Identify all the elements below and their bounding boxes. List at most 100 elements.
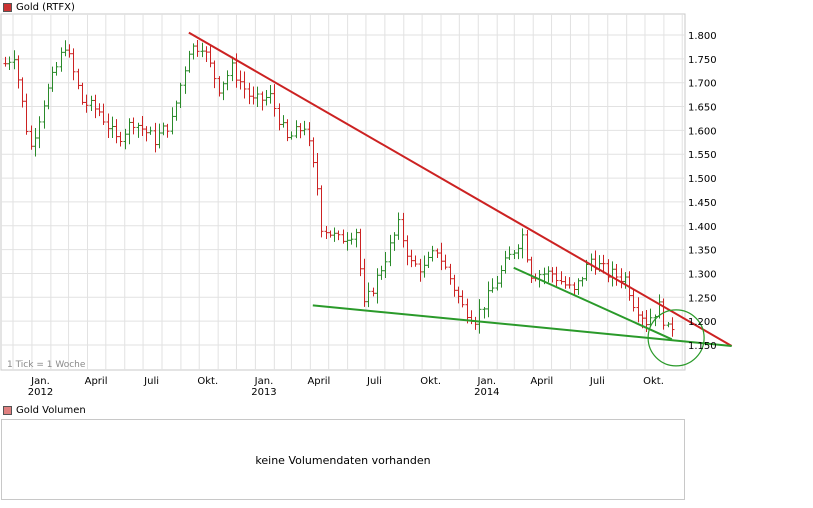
y-tick-label: 1.350: [688, 246, 717, 257]
price-bar: [315, 152, 320, 196]
price-bar: [490, 278, 495, 293]
price-bar: [208, 44, 213, 68]
price-bar: [366, 282, 371, 308]
trendline: [312, 304, 732, 347]
price-bar: [495, 275, 500, 291]
price-bar: [183, 66, 188, 94]
price-bar: [307, 122, 312, 147]
price-bar: [187, 50, 192, 73]
price-bar: [448, 263, 453, 285]
price-bar: [225, 70, 230, 91]
price-bar: [7, 56, 12, 70]
price-bar: [157, 123, 162, 149]
price-legend-label: Gold (RTFX): [16, 1, 75, 13]
price-bar: [418, 258, 423, 282]
price-bar: [512, 250, 517, 260]
x-year-label: 2013: [251, 387, 276, 398]
price-bar: [212, 60, 217, 89]
x-tick-label: Okt.: [643, 376, 664, 387]
price-bar: [12, 50, 17, 70]
price-bar: [336, 230, 341, 241]
price-bar: [123, 128, 128, 150]
grid-lines: [1, 14, 685, 370]
price-bar: [136, 122, 141, 138]
x-tick-label: April: [307, 376, 330, 387]
price-bar: [520, 228, 525, 259]
price-bar: [529, 256, 534, 283]
price-bar: [200, 42, 205, 58]
x-year-label: 2014: [474, 387, 499, 398]
price-bar: [631, 289, 636, 312]
price-bar: [153, 122, 158, 153]
price-bar: [550, 267, 555, 283]
price-bar: [174, 100, 179, 121]
y-tick-label: 1.600: [688, 126, 717, 137]
trendline: [188, 31, 733, 347]
y-tick-label: 1.450: [688, 198, 717, 209]
price-bar: [97, 103, 102, 117]
price-bar: [516, 244, 521, 260]
price-legend: Gold (RTFX): [3, 0, 75, 14]
price-bar: [114, 119, 119, 144]
price-bar: [76, 68, 81, 90]
price-bar: [584, 259, 589, 281]
price-bar: [358, 228, 363, 277]
price-bar: [118, 131, 123, 147]
price-bar: [465, 298, 470, 324]
price-bar: [362, 258, 367, 307]
price-bar: [63, 40, 68, 57]
price-bar: [499, 265, 504, 288]
price-bar: [486, 281, 491, 318]
price-bar: [383, 251, 388, 278]
price-bar: [311, 137, 316, 168]
price-bar: [567, 277, 572, 289]
x-axis-labels: Jan. April Juli Okt. Jan. April Juli Okt. Jan. Ap…: [28, 376, 664, 398]
x-tick-label: Jan.: [30, 376, 50, 387]
price-bar: [396, 212, 401, 240]
price-bar: [195, 40, 200, 57]
price-bar: [452, 274, 457, 297]
price-bar: [42, 100, 47, 129]
price-bar: [554, 266, 559, 287]
price-bar: [131, 117, 136, 135]
price-bar: [426, 251, 431, 268]
y-tick-label: 1.700: [688, 79, 717, 90]
price-bar: [242, 71, 247, 99]
price-bar: [430, 245, 435, 262]
price-bar: [50, 66, 55, 92]
price-bar: [191, 43, 196, 60]
price-bar: [221, 81, 226, 101]
volume-legend: Gold Volumen: [3, 403, 86, 417]
price-bar: [319, 185, 324, 238]
price-bar: [401, 212, 406, 248]
price-bar: [71, 48, 76, 81]
price-bar: [375, 268, 380, 304]
price-bar: [580, 276, 585, 287]
price-bar: [324, 225, 329, 239]
price-bar: [302, 120, 307, 136]
price-bar: [3, 56, 8, 67]
price-bar: [106, 113, 111, 138]
price-bar: [623, 272, 628, 289]
x-tick-label: Juli: [143, 376, 159, 387]
price-bar: [392, 232, 397, 251]
volume-empty-message: keine Volumendaten vorhanden: [255, 454, 431, 467]
x-tick-label: Okt.: [420, 376, 441, 387]
price-bar: [29, 125, 34, 150]
price-bar: [251, 86, 256, 105]
price-bar: [230, 56, 235, 82]
x-tick-label: Jan.: [254, 376, 274, 387]
x-tick-label: Jan.: [477, 376, 497, 387]
volume-panel: keine Volumendaten vorhanden: [1, 419, 685, 500]
price-bar: [563, 276, 568, 289]
price-bar: [127, 118, 132, 145]
price-bar: [328, 230, 333, 238]
price-bar: [606, 259, 611, 283]
x-tick-label: Juli: [589, 376, 605, 387]
price-bar: [238, 70, 243, 90]
price-bar: [165, 123, 170, 138]
price-bar: [409, 249, 414, 268]
highlight-circle: [647, 309, 705, 367]
price-bar: [264, 89, 269, 106]
